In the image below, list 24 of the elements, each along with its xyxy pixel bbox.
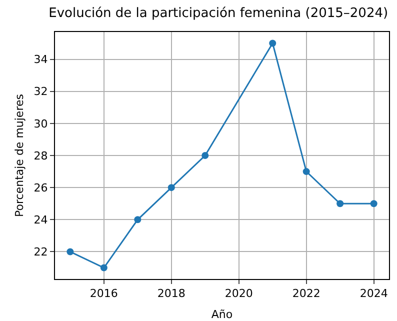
point bbox=[134, 216, 142, 224]
x-tick-label: 2024 bbox=[360, 287, 388, 300]
y-tick-label: 32 bbox=[34, 85, 48, 98]
y-tick-label: 22 bbox=[34, 246, 48, 259]
y-tick-label: 26 bbox=[34, 181, 48, 194]
point bbox=[302, 168, 310, 176]
point bbox=[100, 264, 108, 272]
y-tick-label: 28 bbox=[34, 149, 48, 162]
y-tick-label: 30 bbox=[34, 117, 48, 130]
point bbox=[168, 184, 175, 192]
y-tick-label: 24 bbox=[34, 214, 48, 227]
y-tick-label: 34 bbox=[34, 53, 48, 66]
y-axis-title: Porcentaje de mujeres bbox=[13, 94, 26, 217]
x-tick-label: 2018 bbox=[157, 287, 186, 300]
chart-title: Evolución de la participación femenina (2015–2024) bbox=[48, 6, 388, 22]
x-axis-title: Año bbox=[211, 308, 233, 321]
x-tick-label: 2022 bbox=[292, 287, 320, 300]
point bbox=[370, 200, 378, 208]
x-tick-label: 2020 bbox=[224, 287, 253, 300]
point bbox=[66, 248, 74, 256]
point bbox=[202, 152, 209, 159]
x-tick-label: 2016 bbox=[90, 287, 118, 300]
point bbox=[336, 200, 344, 208]
point bbox=[269, 40, 276, 47]
